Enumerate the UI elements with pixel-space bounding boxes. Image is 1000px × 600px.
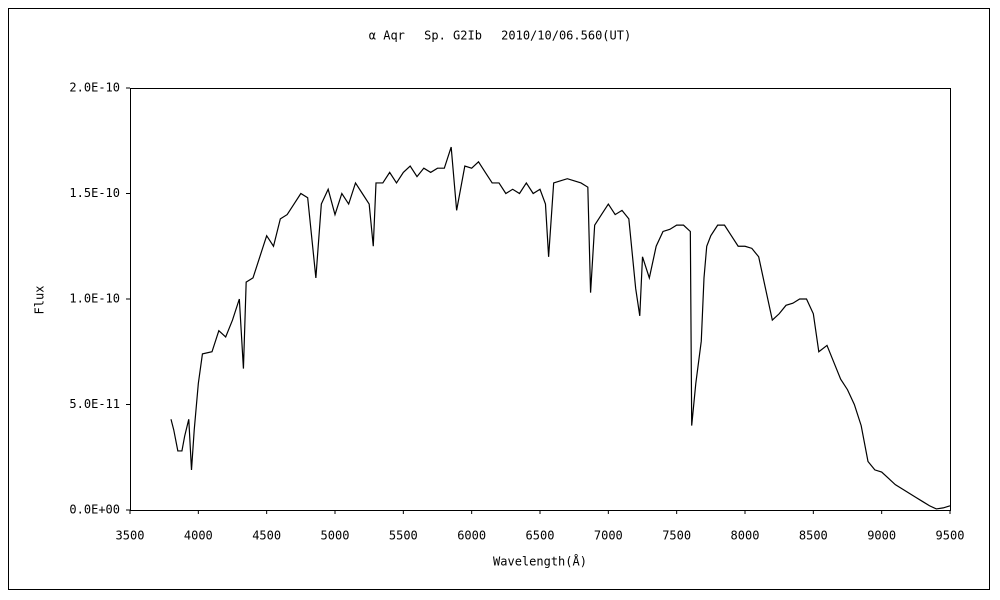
y-tick-label: 1.0E-10 <box>69 292 120 306</box>
x-tick-label: 4500 <box>252 529 281 543</box>
chart-title: α Aqr Sp. G2Ib 2010/10/06.560(UT) <box>369 29 631 43</box>
x-tick-label: 5000 <box>321 529 350 543</box>
chart-frame <box>8 8 990 590</box>
spectrum-line <box>170 146 951 510</box>
x-tick-label: 8000 <box>731 529 760 543</box>
y-tick-label: 1.5E-10 <box>69 186 120 200</box>
x-tick-label: 3500 <box>116 529 145 543</box>
x-tick-label: 8500 <box>799 529 828 543</box>
x-tick-label: 7000 <box>594 529 623 543</box>
x-tick-label: 7500 <box>662 529 691 543</box>
x-tick-label: 6000 <box>457 529 486 543</box>
y-tick-label: 0.0E+00 <box>69 503 120 517</box>
x-tick-label: 5500 <box>389 529 418 543</box>
x-tick-label: 9500 <box>936 529 965 543</box>
y-tick-label: 2.0E-10 <box>69 81 120 95</box>
x-axis-label: Wavelength(Å) <box>493 554 587 569</box>
x-tick-label: 9000 <box>867 529 896 543</box>
y-tick-label: 5.0E-11 <box>69 397 120 411</box>
x-tick-label: 4000 <box>184 529 213 543</box>
x-tick-label: 6500 <box>526 529 555 543</box>
y-axis-label: Flux <box>33 286 47 315</box>
plot-area <box>130 88 951 511</box>
